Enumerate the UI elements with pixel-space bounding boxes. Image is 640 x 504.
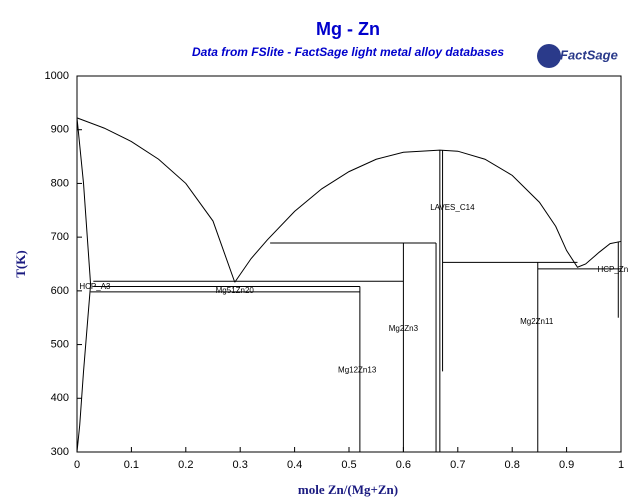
x-tick-label: 0.5 <box>341 459 356 471</box>
phase-label: Mg12Zn13 <box>338 365 377 374</box>
logo: FactSage <box>537 44 618 68</box>
x-tick-label: 0.9 <box>559 459 574 471</box>
y-tick-label: 800 <box>51 177 69 189</box>
y-tick-label: 900 <box>51 124 69 136</box>
chart-subtitle: Data from FSlite - FactSage light metal … <box>192 45 504 59</box>
plot-frame <box>76 75 622 453</box>
x-tick-label: 0.3 <box>233 459 248 471</box>
y-tick-label: 600 <box>51 285 69 297</box>
phase-boundary <box>76 117 236 283</box>
phase-label: Mg51Zn20 <box>216 286 255 295</box>
phase-boundary <box>76 284 92 453</box>
logo-text: FactSage <box>560 47 618 62</box>
x-tick-label: 0 <box>74 459 80 471</box>
x-tick-label: 0.8 <box>505 459 520 471</box>
phase-label: HCP_A3 <box>79 282 111 291</box>
phase-label: HCP_Zn <box>597 265 628 274</box>
y-tick-label: 700 <box>51 231 69 243</box>
logo-mark <box>537 44 561 68</box>
y-tick-label: 300 <box>51 446 69 458</box>
phase-label: Mg2Zn3 <box>389 324 419 333</box>
x-tick-label: 0.4 <box>287 459 302 471</box>
y-tick-label: 500 <box>51 338 69 350</box>
x-tick-label: 0.7 <box>450 459 465 471</box>
chart-title: Mg - Zn <box>316 19 380 39</box>
phase-boundary <box>76 117 92 285</box>
y-tick-label: 400 <box>51 392 69 404</box>
phase-boundary <box>234 149 622 283</box>
y-tick-label: 1000 <box>45 70 69 82</box>
x-tick-label: 0.2 <box>178 459 193 471</box>
x-tick-label: 1 <box>618 459 624 471</box>
x-tick-label: 0.1 <box>124 459 139 471</box>
y-axis-label: T(K) <box>13 250 28 277</box>
phase-label: LAVES_C14 <box>430 203 475 212</box>
phase-label: Mg2Zn11 <box>520 317 554 326</box>
x-tick-label: 0.6 <box>396 459 411 471</box>
x-axis-label: mole Zn/(Mg+Zn) <box>298 482 398 497</box>
